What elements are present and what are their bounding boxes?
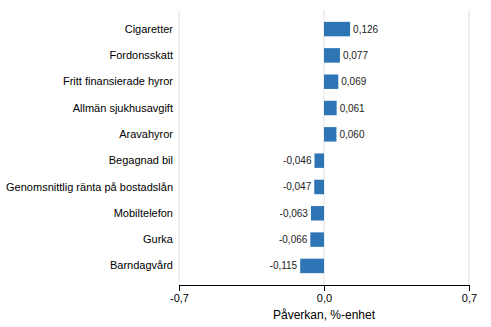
y-tick: Mobiltelefon — [114, 207, 179, 219]
y-tick: Genomsnittlig ränta på bostadslån — [6, 180, 179, 192]
y-tick: Fritt finansierade hyror — [63, 75, 179, 87]
y-tick-label: Barndagvård — [110, 259, 173, 271]
bar — [300, 259, 324, 273]
bar — [314, 180, 324, 194]
data-label: -0,047 — [283, 181, 312, 192]
y-tick: Cigaretter — [125, 23, 179, 35]
bar — [324, 127, 336, 141]
bar — [311, 206, 324, 220]
bar — [314, 153, 324, 167]
plot: -0,7 0,0 0,7 Barndagvård Gurka Mobiltelefon Ge… — [6, 10, 477, 304]
y-tick-label: Begagnad bil — [109, 154, 173, 166]
y-tick: Gurka — [143, 233, 179, 245]
grid-line — [469, 10, 470, 285]
y-tick: Allmän sjukhusavgift — [73, 102, 179, 114]
chart: -0,7 0,0 0,7 Barndagvård Gurka Mobiltelefon Ge… — [0, 0, 491, 327]
y-tick-label: Genomsnittlig ränta på bostadslån — [6, 180, 173, 192]
bar — [310, 232, 324, 246]
x-tick-mark — [324, 285, 325, 291]
y-tick-label: Allmän sjukhusavgift — [73, 102, 173, 114]
x-axis: -0,7 0,0 0,7 — [170, 285, 477, 304]
data-label: -0,115 — [270, 260, 298, 271]
data-label: 0,069 — [341, 76, 366, 87]
y-tick: Barndagvård — [110, 259, 179, 271]
y-tick: Begagnad bil — [109, 154, 179, 166]
data-label: 0,126 — [353, 24, 378, 35]
bar — [324, 74, 338, 88]
y-axis: Barndagvård Gurka Mobiltelefon Genomsnittli… — [6, 23, 179, 272]
x-axis-title: Påverkan, %-enhet — [273, 308, 376, 322]
x-tick: 0,0 — [317, 285, 332, 304]
x-tick: 0,7 — [462, 285, 477, 304]
x-tick-mark — [179, 285, 180, 291]
x-tick-label: -0,7 — [170, 292, 189, 304]
data-label: -0,046 — [283, 155, 312, 166]
y-tick-label: Gurka — [143, 233, 174, 245]
x-axis-line — [180, 286, 470, 292]
y-tick: Fordonsskatt — [109, 49, 179, 61]
bar — [324, 48, 340, 62]
data-label: 0,061 — [340, 103, 365, 114]
bar — [324, 22, 350, 36]
y-tick-label: Fordonsskatt — [109, 49, 173, 61]
y-tick-label: Cigaretter — [125, 23, 174, 35]
y-tick-label: Aravahyror — [119, 128, 173, 140]
x-tick-label: 0,0 — [317, 292, 332, 304]
x-tick: -0,7 — [170, 285, 189, 304]
data-label: -0,066 — [279, 234, 308, 245]
grid — [179, 10, 469, 285]
data-label: -0,063 — [280, 208, 309, 219]
data-label: 0,077 — [343, 50, 368, 61]
x-tick-label: 0,7 — [462, 292, 477, 304]
grid-line — [179, 10, 180, 285]
data-label: 0,060 — [339, 129, 364, 140]
x-tick-mark — [469, 285, 470, 291]
bar — [324, 101, 337, 115]
data-labels: -0,115 -0,066 -0,063 -0,047 -0,046 0,060 0,061… — [270, 24, 379, 272]
y-tick-label: Fritt finansierade hyror — [63, 75, 173, 87]
y-tick-label: Mobiltelefon — [114, 207, 173, 219]
y-tick: Aravahyror — [119, 128, 179, 140]
